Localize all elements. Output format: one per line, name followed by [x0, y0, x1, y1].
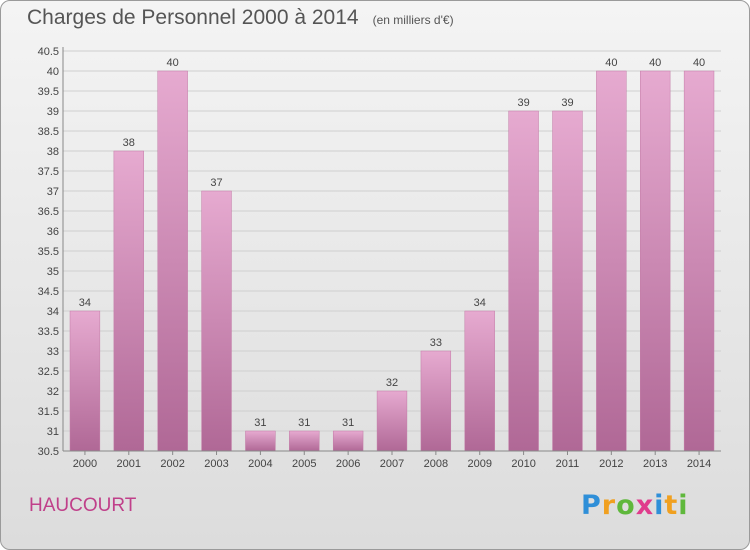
y-tick-label: 36.5: [38, 206, 59, 218]
y-tick-label: 35: [47, 266, 59, 278]
y-tick-label: 34.5: [38, 286, 59, 298]
bar-value-label: 40: [167, 57, 179, 69]
x-tick-label: 2011: [556, 458, 580, 470]
x-tick-label: 2012: [599, 458, 623, 470]
y-tick-label: 40: [47, 66, 59, 78]
y-tick-label: 37.5: [38, 166, 59, 178]
bar: [157, 70, 188, 452]
bar-value-label: 40: [605, 57, 617, 69]
y-tick-label: 33.5: [38, 326, 59, 338]
bar: [289, 430, 320, 452]
bar-value-label: 39: [517, 97, 529, 109]
bar: [683, 70, 715, 452]
proxiti-logo: Proxiti: [581, 490, 689, 521]
y-tick-label: 30.5: [38, 446, 59, 458]
x-tick-label: 2005: [292, 458, 316, 470]
y-tick-label: 38.5: [38, 126, 59, 138]
bar-value-label: 31: [298, 417, 310, 429]
bar-value-label: 32: [386, 377, 398, 389]
bar-value-label: 37: [210, 177, 222, 189]
y-tick-label: 38: [47, 146, 59, 158]
bar: [596, 70, 627, 452]
y-tick-label: 35.5: [38, 246, 59, 258]
x-tick-label: 2013: [643, 458, 667, 470]
y-tick-label: 32.5: [38, 366, 59, 378]
x-tick-label: 2010: [511, 458, 535, 470]
bar: [113, 150, 144, 452]
x-tick-label: 2007: [380, 458, 404, 470]
y-tick-label: 31.5: [38, 406, 59, 418]
y-tick-label: 32: [47, 386, 59, 398]
chart-title: Charges de Personnel 2000 à 2014 (en mill…: [27, 6, 454, 29]
y-tick-label: 40.5: [38, 46, 59, 58]
bar-value-label: 34: [474, 297, 486, 309]
x-tick-label: 2006: [336, 458, 360, 470]
bar: [420, 350, 452, 452]
bar: [640, 70, 671, 452]
commune-name: HAUCOURT: [29, 495, 137, 516]
y-tick-label: 33: [47, 346, 59, 358]
bar-value-label: 39: [561, 97, 573, 109]
bar-value-label: 31: [254, 417, 266, 429]
x-tick-label: 2014: [687, 458, 711, 470]
x-tick-label: 2000: [73, 458, 97, 470]
bar: [332, 430, 364, 452]
bar-value-label: 40: [693, 57, 705, 69]
x-tick-label: 2002: [160, 458, 184, 470]
y-tick-label: 37: [47, 186, 59, 198]
bar: [464, 310, 495, 452]
bar-value-label: 33: [430, 337, 442, 349]
x-tick-label: 2001: [117, 458, 141, 470]
y-tick-label: 36: [47, 226, 59, 238]
y-tick-label: 39.5: [38, 86, 59, 98]
x-tick-label: 2008: [424, 458, 448, 470]
y-tick-label: 31: [47, 426, 59, 438]
y-tick-label: 34: [47, 306, 59, 318]
y-tick-label: 39: [47, 106, 59, 118]
bar: [245, 430, 276, 452]
bar-value-label: 40: [649, 57, 661, 69]
bar-value-label: 31: [342, 417, 354, 429]
bar: [508, 110, 539, 452]
bar: [69, 310, 101, 452]
x-tick-label: 2003: [204, 458, 228, 470]
x-tick-label: 2009: [467, 458, 491, 470]
bar-value-label: 38: [123, 137, 135, 149]
bar-value-label: 34: [79, 297, 91, 309]
bar: [552, 110, 583, 452]
bar: [201, 190, 232, 452]
x-tick-label: 2004: [248, 458, 272, 470]
bar: [376, 390, 408, 452]
chart-subtitle: (en milliers d'€): [372, 13, 454, 27]
